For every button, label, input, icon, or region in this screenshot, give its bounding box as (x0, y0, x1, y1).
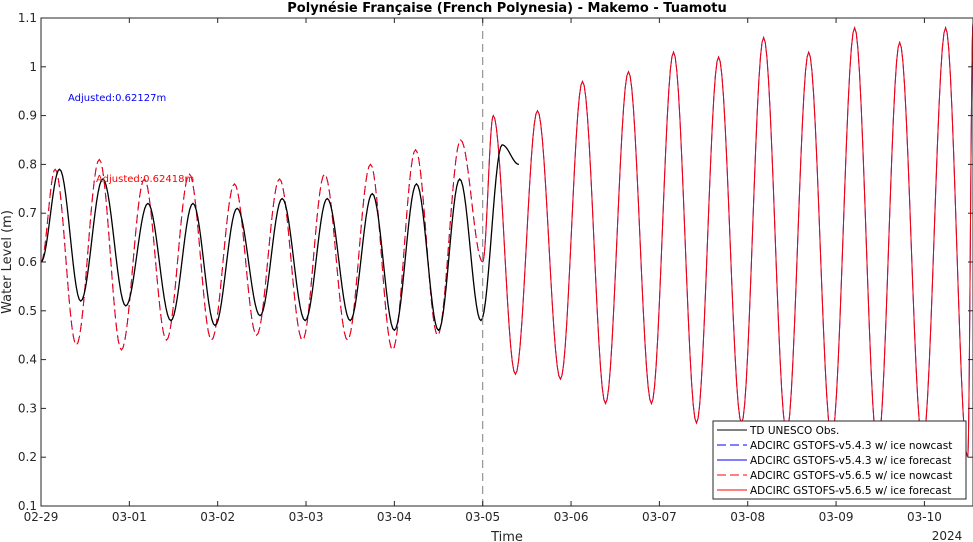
x-tick-label: 03-04 (377, 510, 412, 524)
series-line (41, 144, 520, 332)
x-tick-label: 02-29 (24, 510, 59, 524)
y-tick-label: 0.3 (18, 401, 37, 415)
y-tick-label: 0.5 (18, 304, 37, 318)
x-tick-label: 03-09 (819, 510, 854, 524)
x-axis: 02-29 03-01 03-02 03-03 03-04 03-05 03-06 03-07… (24, 18, 942, 524)
x-tick-label: 03-05 (465, 510, 500, 524)
series-layer (41, 22, 973, 458)
chart-title: Polynésie Française (French Polynesia) -… (287, 1, 726, 16)
x-tick-label: 03-07 (642, 510, 677, 524)
y-axis-title: Water Level (m) (0, 210, 15, 314)
x-tick-label: 03-02 (200, 510, 235, 524)
legend-label: ADCIRC GSTOFS-v5.6.5 w/ ice forecast (750, 485, 951, 497)
x-axis-title: Time (490, 530, 523, 542)
series-line (482, 22, 973, 458)
y-tick-label: 0.2 (18, 450, 37, 464)
y-tick-label: 0.9 (18, 109, 37, 123)
annotation-adjusted-red: Adjusted:0.62418m (96, 174, 194, 185)
x-tick-label: 03-10 (907, 510, 942, 524)
y-tick-label: 0.8 (18, 157, 37, 171)
x-axis-year-label: 2024 (932, 529, 963, 542)
annotation-adjusted-blue: Adjusted:0.62127m (68, 93, 166, 104)
legend-label: ADCIRC GSTOFS-v5.4.3 w/ ice forecast (750, 455, 951, 467)
y-axis: 0.1 0.2 0.3 0.4 0.5 0.6 0.7 0.8 0.9 1 1.1 (18, 11, 973, 513)
legend-label: ADCIRC GSTOFS-v5.4.3 w/ ice nowcast (750, 440, 952, 452)
y-tick-label: 0.7 (18, 206, 37, 220)
y-tick-label: 0.6 (18, 255, 37, 269)
legend: TD UNESCO Obs. ADCIRC GSTOFS-v5.4.3 w/ ic… (712, 420, 967, 500)
legend-box (712, 420, 967, 500)
y-tick-label: 1 (29, 60, 37, 74)
series-line (41, 139, 484, 351)
x-tick-label: 03-03 (289, 510, 324, 524)
x-tick-label: 03-08 (730, 510, 765, 524)
legend-label: TD UNESCO Obs. (749, 425, 839, 437)
y-tick-label: 0.4 (18, 353, 37, 367)
y-tick-label: 1.1 (18, 11, 37, 25)
y-tick-label: 0.1 (18, 499, 37, 513)
x-tick-label: 03-06 (554, 510, 589, 524)
x-tick-label: 03-01 (112, 510, 147, 524)
legend-label: ADCIRC GSTOFS-v5.6.5 w/ ice nowcast (750, 470, 952, 482)
